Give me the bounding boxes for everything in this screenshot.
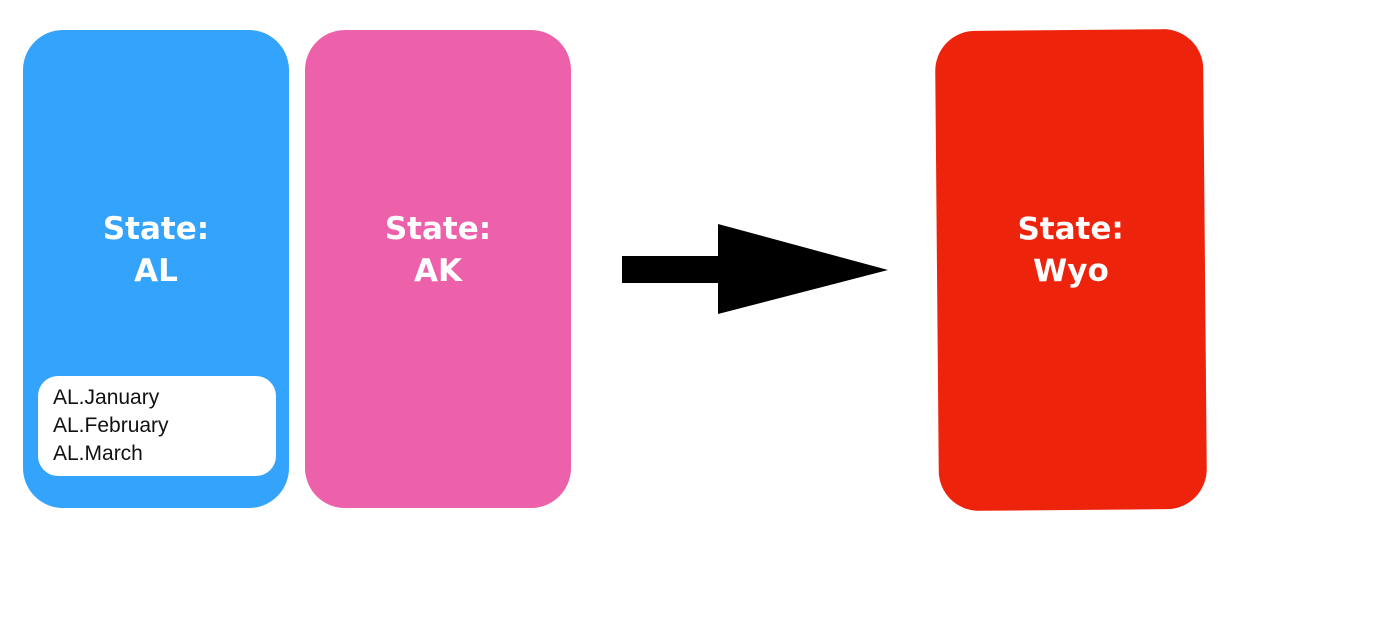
month-item-march: AL.March xyxy=(53,442,143,465)
month-item-february: AL.February xyxy=(53,414,169,437)
arrow-shape xyxy=(622,224,888,314)
state-card-wyo: State: Wyo xyxy=(934,28,1208,512)
state-code: AK xyxy=(413,253,462,289)
state-code: Wyo xyxy=(1032,252,1110,290)
state-label-wyo: State: Wyo xyxy=(936,207,1205,293)
state-prefix: State: xyxy=(384,211,492,247)
month-list: AL.January AL.February AL.March xyxy=(38,376,276,476)
right-arrow-icon xyxy=(622,224,888,314)
month-item-january: AL.January xyxy=(53,386,160,409)
state-prefix: State: xyxy=(102,211,210,247)
state-code: AL xyxy=(134,253,178,289)
state-label-ak: State: AK xyxy=(305,208,571,292)
state-prefix: State: xyxy=(1017,210,1124,248)
state-card-ak: State: AK xyxy=(305,30,571,508)
state-card-al: State: AL AL.January AL.February AL.Marc… xyxy=(23,30,289,508)
state-label-al: State: AL xyxy=(23,208,289,292)
